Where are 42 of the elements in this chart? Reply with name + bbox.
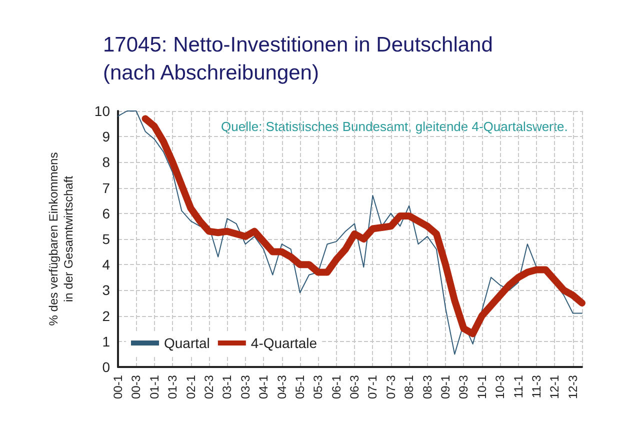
y-tick-label: 4	[102, 256, 110, 273]
x-tick-label: 11-3	[530, 374, 544, 398]
x-tick-label: 08-1	[402, 374, 416, 400]
y-tick-label: 6	[102, 205, 110, 222]
x-tick-label: 10-3	[493, 374, 508, 400]
chart-title: 17045: Netto-Investitionen in Deutschland (nach Abschreibungen)	[103, 34, 493, 84]
y-tick-label: 8	[102, 154, 110, 170]
x-tick-label: 00-3	[129, 374, 144, 400]
y-tick-label: 5	[102, 231, 110, 247]
x-tick-label: 12-1	[548, 374, 562, 400]
x-tick-label: 00-1	[111, 374, 125, 400]
x-tick-label: 09-3	[456, 374, 471, 400]
x-tick-label: 05-3	[311, 374, 326, 400]
x-tick-label: 10-1	[474, 374, 489, 400]
x-tick-label: 02-3	[202, 374, 216, 400]
y-tick-label: 7	[102, 180, 110, 196]
y-tick-label: 0	[102, 359, 110, 375]
y-tick-label: 3	[102, 282, 110, 298]
y-tick-label: 1	[102, 333, 110, 350]
y-tick-label: 10	[94, 103, 110, 119]
x-tick-label: 05-1	[292, 374, 307, 400]
x-tick-label: 11-1	[511, 374, 526, 398]
y-tick-label: 2	[102, 308, 110, 324]
x-tick-label: 04-3	[274, 374, 289, 400]
x-tick-label: 06-3	[348, 374, 362, 400]
legend-label: Quartal	[164, 335, 210, 351]
x-tick-label: 09-1	[438, 374, 453, 400]
legend-label: 4-Quartale	[250, 335, 318, 351]
x-tick-label: 01-1	[147, 374, 162, 400]
y-tick-label: 9	[102, 128, 110, 145]
x-tick-label: 01-3	[166, 374, 180, 400]
x-tick-label: 03-1	[220, 374, 234, 400]
x-tick-label: 04-1	[256, 374, 271, 400]
x-tick-label: 06-1	[329, 374, 344, 400]
x-tick-label: 12-3	[566, 374, 580, 400]
x-tick-label: 07-3	[384, 374, 398, 400]
annotation: Quelle: Statistisches Bundesamt, gleitende 4-Quartalswerte.	[221, 119, 568, 134]
x-tick-label: 03-3	[238, 374, 252, 400]
y-axis-title: % des verfügbaren Einkommens in der Gesamtwirtschaft	[46, 152, 76, 326]
x-tick-label: 08-3	[420, 374, 434, 400]
x-tick-label: 07-1	[366, 374, 380, 400]
x-tick-label: 02-1	[184, 374, 198, 400]
